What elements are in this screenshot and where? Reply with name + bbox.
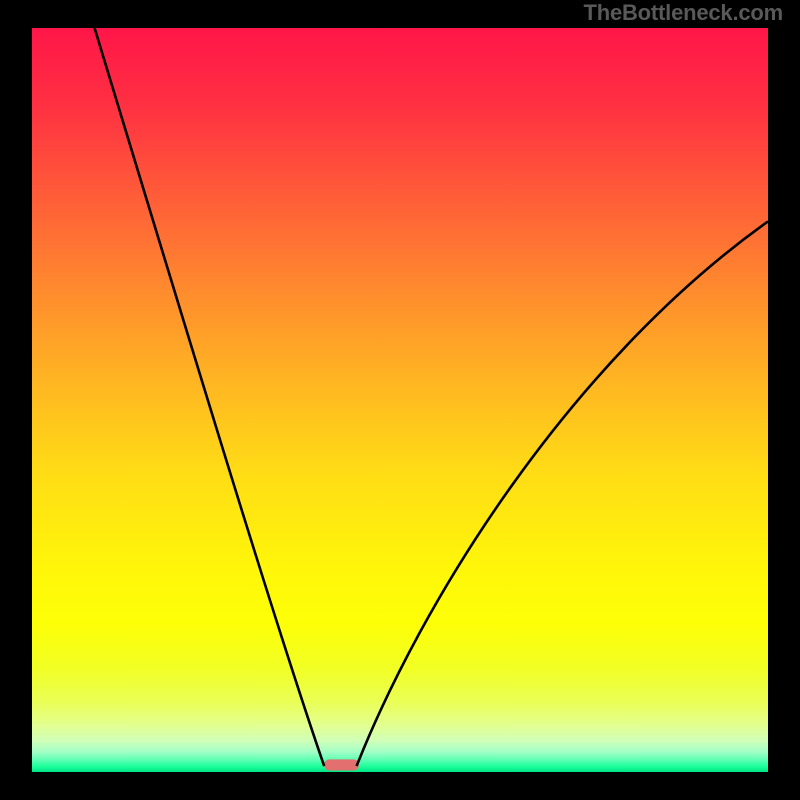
watermark-text: TheBottleneck.com xyxy=(583,0,783,26)
vertex-marker xyxy=(324,759,359,770)
stage: TheBottleneck.com xyxy=(0,0,800,800)
chart-svg xyxy=(0,0,800,800)
plot-background xyxy=(32,28,768,772)
